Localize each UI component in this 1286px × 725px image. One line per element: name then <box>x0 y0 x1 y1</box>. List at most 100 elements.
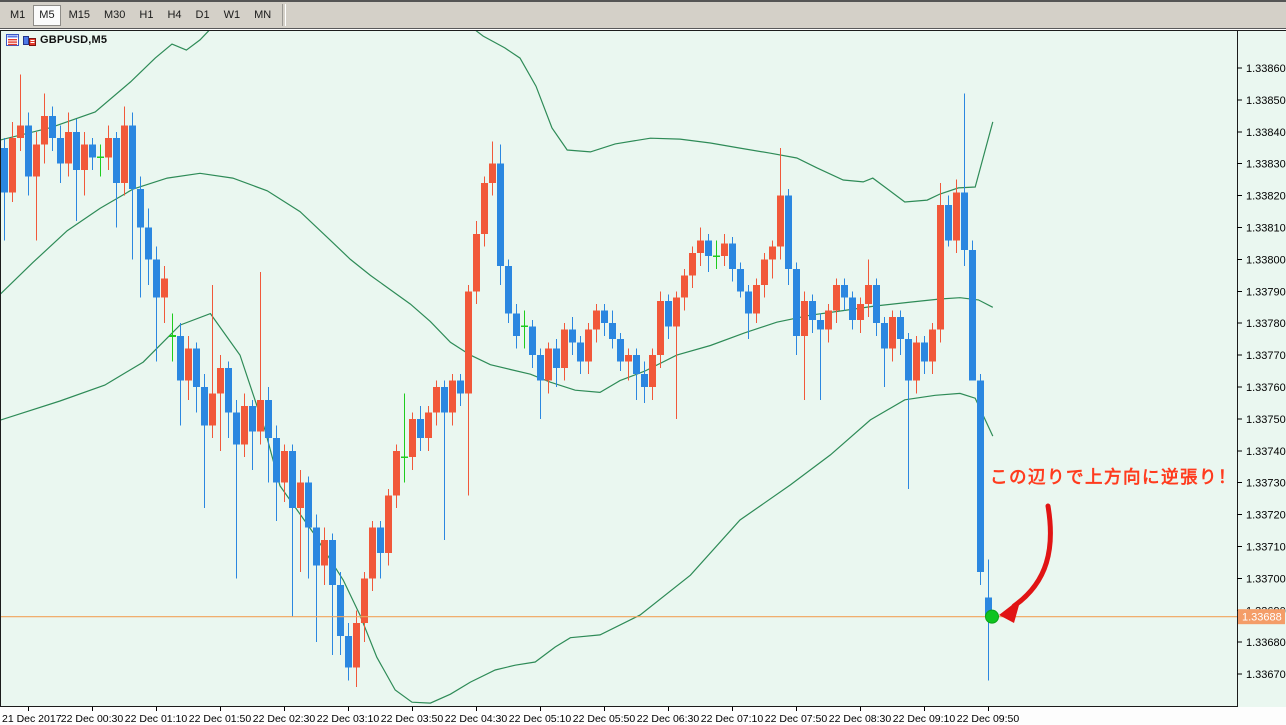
candle <box>241 393 248 458</box>
candle <box>385 489 392 566</box>
candle <box>393 444 400 509</box>
candle <box>785 189 792 285</box>
candle <box>841 278 848 311</box>
candle <box>801 291 808 400</box>
candle <box>505 259 512 324</box>
price-axis-label: 1.33670 <box>1246 669 1286 681</box>
candle <box>497 144 504 285</box>
price-axis-label: 1.33790 <box>1246 286 1286 298</box>
candle <box>889 310 896 362</box>
time-axis-label: 21 Dec 2017 <box>2 713 62 725</box>
candle <box>25 112 32 196</box>
candle <box>161 265 168 324</box>
candle <box>105 125 112 171</box>
candle <box>761 253 768 298</box>
time-axis-label: 22 Dec 07:50 <box>765 713 828 725</box>
candle <box>793 262 800 356</box>
timeframe-button-D1[interactable]: D1 <box>195 9 210 21</box>
candle <box>449 374 456 426</box>
price-axis-label: 1.33700 <box>1246 573 1286 585</box>
candle <box>673 291 680 419</box>
candle <box>905 332 912 490</box>
chart-area: GBPUSD,M5 1.33860 1.33850 1.33840 1.33830 1.… <box>0 29 1286 725</box>
timeframe-button-W1[interactable]: W1 <box>223 9 241 21</box>
price-axis-label: 1.33780 <box>1246 318 1286 330</box>
candle <box>513 304 520 349</box>
candle <box>825 304 832 343</box>
candle <box>17 74 24 151</box>
candle <box>705 233 712 273</box>
candle <box>641 361 648 403</box>
candle <box>369 520 376 592</box>
annotation-text[interactable]: この辺りで上方向に逆張り！ <box>990 467 1237 488</box>
bollinger-upper-band <box>0 30 994 203</box>
timeframe-button-M5[interactable]: M5 <box>33 4 61 26</box>
candle <box>281 444 288 502</box>
chart-list-icon <box>6 34 19 46</box>
candle <box>177 323 184 426</box>
candle <box>273 425 280 521</box>
candle <box>561 323 568 381</box>
timeframe-button-H4[interactable]: H4 <box>167 9 182 21</box>
candle <box>249 399 256 470</box>
current-price-tag: 1.33688 <box>1238 609 1285 625</box>
timeframe-button-M30[interactable]: M30 <box>103 9 126 21</box>
candle <box>185 335 192 400</box>
candle <box>1 138 8 241</box>
plot-layer <box>0 30 1237 704</box>
candle <box>713 240 720 269</box>
candle <box>337 572 344 655</box>
candle <box>545 342 552 394</box>
candle <box>649 348 656 400</box>
timeframe-button-M15[interactable]: M15 <box>68 9 90 21</box>
bar-chart-icon <box>23 36 36 46</box>
time-axis-label: 22 Dec 02:30 <box>253 713 316 725</box>
candle <box>305 476 312 579</box>
candle <box>969 240 976 381</box>
candle <box>881 316 888 387</box>
price-axis-label: 1.33830 <box>1246 159 1286 171</box>
candle <box>945 195 952 247</box>
candle <box>897 310 904 356</box>
candle <box>121 106 128 196</box>
candle <box>425 406 432 451</box>
candle <box>257 272 264 445</box>
chart-symbol-label: GBPUSD,M5 <box>40 34 108 46</box>
candle <box>457 374 464 407</box>
candle <box>129 112 136 260</box>
price-axis-label: 1.33720 <box>1246 510 1286 522</box>
annotation-arrow[interactable] <box>1011 503 1053 609</box>
time-axis-label: 22 Dec 08:30 <box>829 713 892 725</box>
price-axis-label: 1.33750 <box>1246 414 1286 426</box>
candle <box>833 278 840 324</box>
candle <box>89 138 96 171</box>
candle <box>777 147 784 260</box>
candle <box>353 610 360 687</box>
candle <box>265 387 272 483</box>
time-axis-label: 22 Dec 01:10 <box>125 713 188 725</box>
time-axis-label: 22 Dec 06:30 <box>637 713 700 725</box>
candle <box>97 144 104 177</box>
bollinger-middle-band <box>0 172 994 394</box>
candle <box>689 246 696 289</box>
candle <box>225 361 232 439</box>
candle <box>345 623 352 681</box>
timeframe-button-M1[interactable]: M1 <box>10 9 26 21</box>
candle <box>409 412 416 470</box>
entry-point-marker[interactable] <box>985 609 999 624</box>
candle <box>593 304 600 343</box>
candle <box>577 335 584 375</box>
timeframe-button-H1[interactable]: H1 <box>139 9 154 21</box>
time-axis-label: 22 Dec 09:10 <box>893 713 956 725</box>
time-axis-label: 22 Dec 09:50 <box>957 713 1020 725</box>
time-axis-label: 22 Dec 05:10 <box>509 713 572 725</box>
candle <box>873 278 880 336</box>
timeframe-toolbar: M1 M5 M15 M30 H1 H4 D1 W1 MN <box>0 0 1286 29</box>
timeframe-button-MN[interactable]: MN <box>254 9 272 21</box>
candle <box>329 533 336 655</box>
candle <box>49 106 56 151</box>
plot-frame <box>0 30 1238 707</box>
candle <box>33 131 40 241</box>
candle <box>681 268 688 311</box>
